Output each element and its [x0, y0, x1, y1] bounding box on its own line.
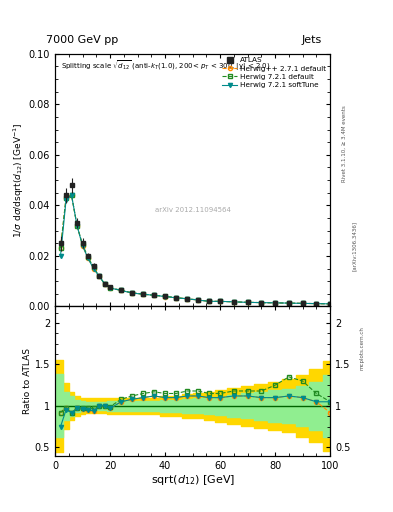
Legend: ATLAS, Herwig++ 2.7.1 default, Herwig 7.2.1 default, Herwig 7.2.1 softTune: ATLAS, Herwig++ 2.7.1 default, Herwig 7.…	[222, 57, 327, 88]
Text: Splitting scale $\sqrt{d_{12}}$ (anti-$k_T$(1.0), 200< $p_T$ < 300, |y| < 2.0): Splitting scale $\sqrt{d_{12}}$ (anti-$k…	[61, 59, 270, 73]
Text: Jets: Jets	[302, 35, 322, 45]
Y-axis label: 1/$\sigma$ d$\sigma$/dsqrt($d_{12}$) [GeV$^{-1}$]: 1/$\sigma$ d$\sigma$/dsqrt($d_{12}$) [Ge…	[11, 122, 26, 238]
Text: mcplots.cern.ch: mcplots.cern.ch	[360, 326, 365, 370]
Y-axis label: Ratio to ATLAS: Ratio to ATLAS	[23, 348, 32, 414]
Text: 7000 GeV pp: 7000 GeV pp	[46, 35, 119, 45]
Text: [arXiv:1306.3436]: [arXiv:1306.3436]	[352, 221, 357, 271]
X-axis label: sqrt($d_{12}$) [GeV]: sqrt($d_{12}$) [GeV]	[151, 473, 235, 487]
Text: Rivet 3.1.10, ≥ 3.4M events: Rivet 3.1.10, ≥ 3.4M events	[342, 105, 347, 182]
Text: arXiv 2012.11094564: arXiv 2012.11094564	[154, 207, 231, 214]
